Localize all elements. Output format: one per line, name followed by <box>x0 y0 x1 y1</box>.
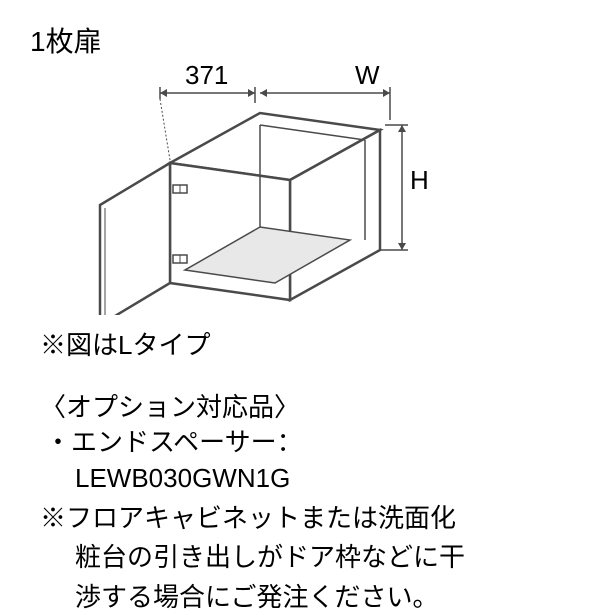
cabinet-diagram: 371 W H <box>80 65 440 315</box>
type-note: ※図はLタイプ <box>40 325 570 362</box>
option-note-line1: ※フロアキャビネットまたは洗面化 <box>40 500 570 536</box>
door-type-title: 1枚扉 <box>30 20 570 60</box>
option-item-code: LEWB030GWN1G <box>75 460 570 496</box>
option-note-line3: 渉する場合にご発注ください。 <box>75 579 570 615</box>
option-header: 〈オプション対応品〉 <box>40 387 570 424</box>
option-item-label: ・エンドスペーサー： <box>45 424 570 460</box>
cabinet-svg <box>80 75 440 315</box>
option-note-line2: 粧台の引き出しがドア枠などに干 <box>75 539 570 575</box>
option-section: 〈オプション対応品〉 ・エンドスペーサー： LEWB030GWN1G ※フロアキ… <box>40 387 570 615</box>
